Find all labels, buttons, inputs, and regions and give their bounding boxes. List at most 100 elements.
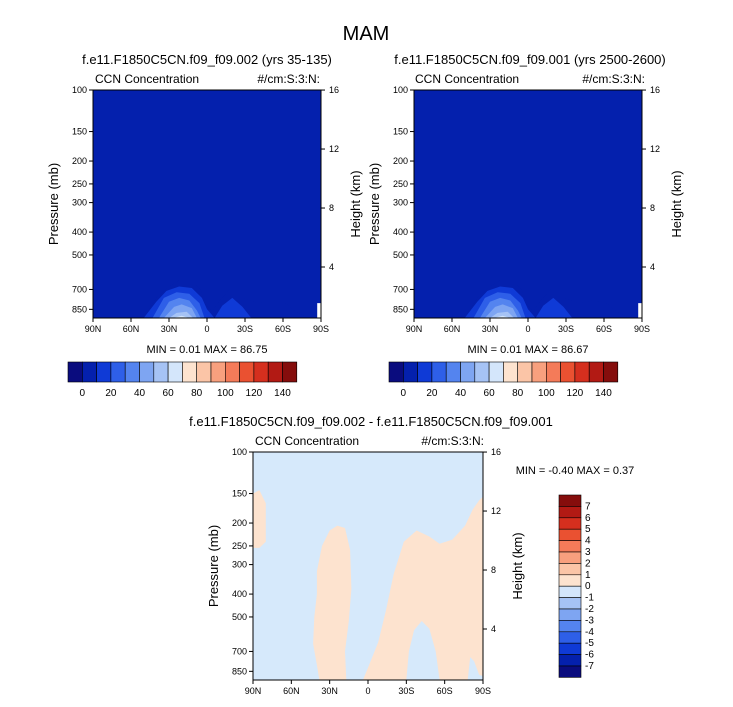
panel-left: f.e11.F1850C5CN.f09_f09.002 (yrs 35-135)… xyxy=(46,52,363,399)
colorbar-label: 40 xyxy=(455,388,467,399)
panel-title: f.e11.F1850C5CN.f09_f09.002 - f.e11.F185… xyxy=(189,414,553,429)
y-tick-label: 850 xyxy=(232,666,247,676)
y-tick-label: 500 xyxy=(72,250,87,260)
colorbar-swatch xyxy=(558,494,582,507)
x-tick-label: 30N xyxy=(321,686,338,696)
panel-title: f.e11.F1850C5CN.f09_f09.001 (yrs 2500-26… xyxy=(394,52,665,67)
positive-region-2 xyxy=(313,525,352,680)
colorbar-label: -3 xyxy=(585,615,594,626)
colorbar-label: 100 xyxy=(217,388,234,399)
y-tick-label: 250 xyxy=(393,179,408,189)
colorbar-label: 60 xyxy=(484,388,496,399)
colorbar-swatch xyxy=(558,654,582,667)
contour-level-6 xyxy=(490,311,515,318)
colorbar: 0 20 40 60 80 100 120 140 xyxy=(67,361,298,399)
colorbar-label: 40 xyxy=(134,388,146,399)
x-axis: 90N 60N 30N 0 30S 60S 90S xyxy=(85,318,329,334)
colorbar-swatch xyxy=(574,361,590,383)
colorbar-label: -5 xyxy=(585,638,594,649)
colorbar-swatch xyxy=(558,665,582,678)
y-axis: 100 150 200 250 300 400 500 700 850 xyxy=(72,85,93,314)
colorbar-label: 3 xyxy=(585,547,591,558)
colorbar-swatch xyxy=(558,506,582,519)
colorbar-swatch xyxy=(488,361,504,383)
x-tick-label: 0 xyxy=(365,686,370,696)
colorbar-swatch xyxy=(196,361,212,383)
colorbar-swatch xyxy=(558,563,582,576)
colorbar-swatch xyxy=(558,608,582,621)
colorbar-swatch xyxy=(558,642,582,655)
missing-data-region xyxy=(638,303,642,318)
contour-layer xyxy=(133,280,321,318)
contour-layer xyxy=(253,490,483,680)
y2-axis: 16 12 8 4 xyxy=(321,85,339,272)
plot-area xyxy=(93,90,321,318)
y-tick-label: 200 xyxy=(72,156,87,166)
colorbar-swatch xyxy=(253,361,269,383)
y-tick-label: 150 xyxy=(393,127,408,137)
y2-tick-label: 12 xyxy=(650,144,660,154)
colorbar-label: 1 xyxy=(585,570,591,581)
colorbar-swatch xyxy=(417,361,433,383)
colorbar-label: 6 xyxy=(585,513,591,524)
colorbar-label: -1 xyxy=(585,593,594,604)
colorbar-swatch xyxy=(267,361,283,383)
x-tick-label: 90S xyxy=(313,324,329,334)
contour-layer xyxy=(454,280,642,318)
colorbar-swatch xyxy=(445,361,461,383)
colorbar-swatch xyxy=(460,361,476,383)
colorbar-swatch xyxy=(431,361,447,383)
y-tick-label: 400 xyxy=(72,227,87,237)
x-tick-label: 30N xyxy=(482,324,499,334)
y-tick-label: 300 xyxy=(232,560,247,570)
colorbar-swatch xyxy=(474,361,490,383)
figure-title: MAM xyxy=(343,23,390,45)
y-axis: 100 150 200 250 300 400 500 700 850 xyxy=(393,85,414,314)
colorbar-label: 80 xyxy=(512,388,524,399)
x-tick-label: 30N xyxy=(161,324,178,334)
colorbar-label: -4 xyxy=(585,627,594,638)
colorbar-swatch xyxy=(558,540,582,553)
y-tick-label: 200 xyxy=(232,518,247,528)
colorbar-swatch xyxy=(282,361,298,383)
colorbar-label: 2 xyxy=(585,558,591,569)
x-tick-label: 30S xyxy=(558,324,574,334)
contour-level-7 xyxy=(172,315,190,318)
panel-right: f.e11.F1850C5CN.f09_f09.001 (yrs 2500-26… xyxy=(367,52,684,399)
y-axis-label: Pressure (mb) xyxy=(206,525,221,607)
x-tick-label: 30S xyxy=(398,686,414,696)
y2-tick-label: 16 xyxy=(329,85,339,95)
y-tick-label: 400 xyxy=(393,227,408,237)
colorbar-swatch xyxy=(153,361,169,383)
y2-axis: 16 12 8 4 xyxy=(642,85,660,272)
colorbar-label: 5 xyxy=(585,524,591,535)
colorbar-swatch xyxy=(210,361,226,383)
y2-tick-label: 8 xyxy=(329,203,334,213)
colorbar-label: 20 xyxy=(105,388,117,399)
x-tick-label: 90N xyxy=(245,686,262,696)
x-tick-label: 0 xyxy=(525,324,530,334)
colorbar-label: 120 xyxy=(246,388,263,399)
y2-axis: 16 12 8 4 xyxy=(483,447,501,634)
y-axis-label: Pressure (mb) xyxy=(46,163,61,245)
colorbar-swatch xyxy=(517,361,533,383)
y-tick-label: 150 xyxy=(232,489,247,499)
y-tick-label: 150 xyxy=(72,127,87,137)
missing-data-region xyxy=(317,303,321,318)
panel-right-label: #/cm:S:3:N: xyxy=(421,434,484,448)
colorbar-swatch xyxy=(388,361,404,383)
y-axis: 100 150 200 250 300 400 500 700 850 xyxy=(232,447,253,676)
colorbar-label: 120 xyxy=(567,388,584,399)
y-tick-label: 100 xyxy=(232,447,247,457)
panel-left-label: CCN Concentration xyxy=(95,72,199,86)
y-tick-label: 400 xyxy=(232,589,247,599)
colorbar-label: 7 xyxy=(585,501,591,512)
y2-tick-label: 4 xyxy=(491,624,496,634)
y-tick-label: 300 xyxy=(393,198,408,208)
colorbar-swatch xyxy=(588,361,604,383)
panel-title: f.e11.F1850C5CN.f09_f09.002 (yrs 35-135) xyxy=(82,52,332,67)
y2-tick-label: 16 xyxy=(650,85,660,95)
colorbar-label: 0 xyxy=(80,388,86,399)
